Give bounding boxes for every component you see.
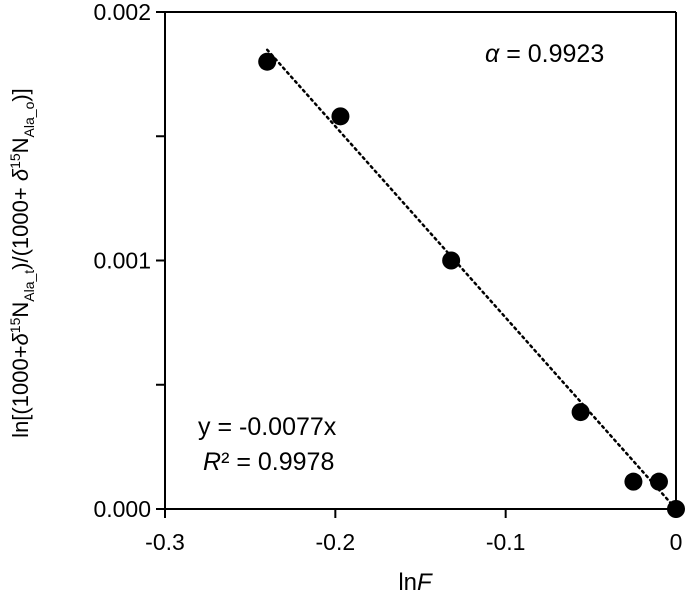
data-point [331, 107, 350, 126]
data-point [258, 52, 277, 71]
alpha-annotation: α = 0.9923 [485, 40, 604, 68]
y-tick-label: 0.000 [93, 496, 151, 522]
x-axis-title: lnF [398, 569, 433, 596]
x-tick-label: -0.3 [145, 529, 185, 555]
x-tick-label: -0.1 [486, 529, 526, 555]
data-point [667, 500, 685, 518]
x-tick-label: 0 [670, 529, 683, 555]
trendline-group [265, 48, 678, 511]
data-point [649, 472, 668, 491]
axes [156, 11, 677, 518]
data-points [258, 52, 685, 518]
data-point [571, 403, 590, 422]
y-tick-label: 0.002 [93, 0, 151, 25]
tick-labels: 0.000 0.001 0.002 -0.3 -0.2 -0.1 0 [93, 0, 682, 555]
x-tick-label: -0.2 [316, 529, 356, 555]
y-tick-label: 0.001 [93, 248, 151, 274]
data-point [624, 472, 643, 491]
y-axis-title: ln[(1000+δ15NAla_t)/(1000+ δ15NAla_o)] [7, 88, 37, 438]
data-point [442, 251, 461, 270]
r-squared-annotation: R² = 0.9978 [203, 448, 334, 476]
trendline [265, 48, 678, 511]
equation-annotation: y = -0.0077x [198, 413, 337, 441]
